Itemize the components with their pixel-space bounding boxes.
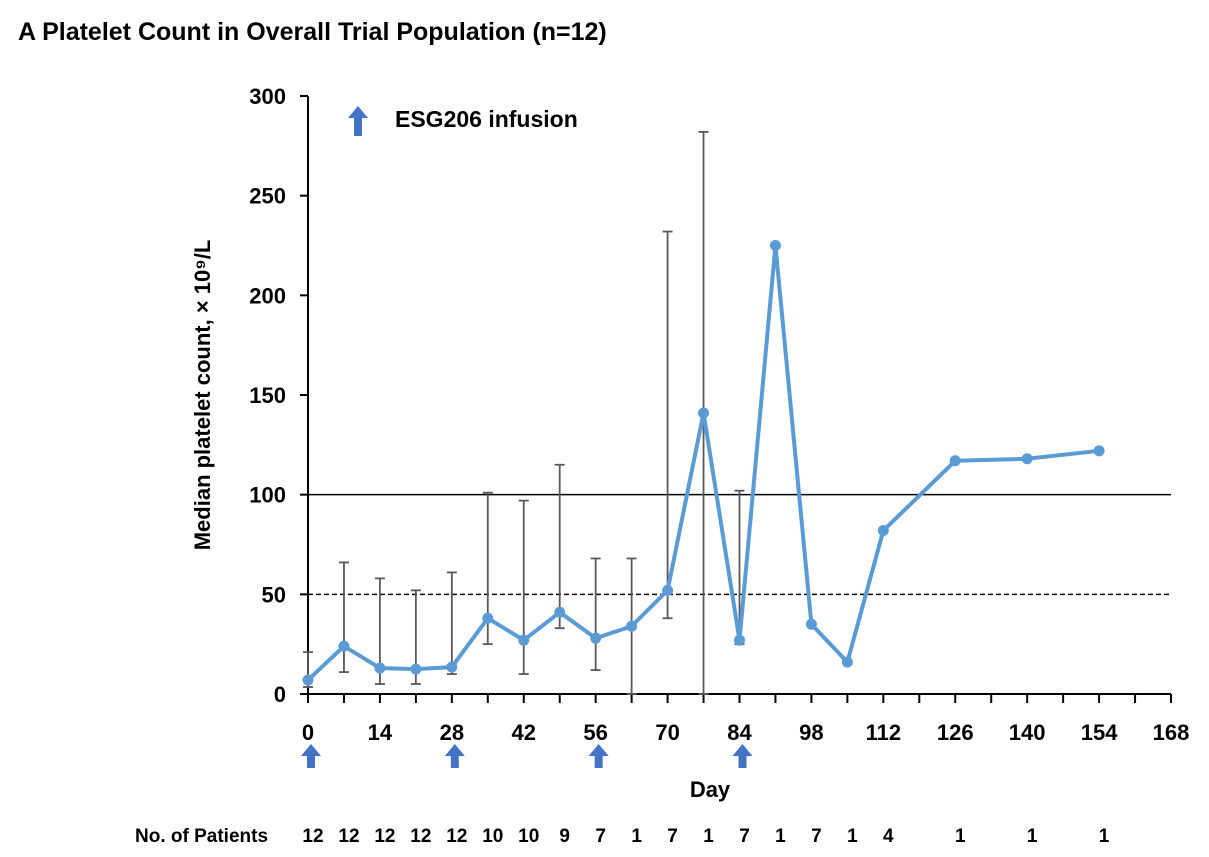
x-tick-label: 0	[302, 720, 314, 745]
y-tick-label: 50	[262, 582, 286, 607]
patient-count: 12	[338, 826, 359, 847]
patient-count: 9	[559, 826, 570, 847]
y-tick-label: 300	[249, 84, 286, 109]
patient-count: 12	[302, 826, 323, 847]
patient-count: 7	[739, 826, 750, 847]
data-point	[1093, 445, 1105, 457]
series-line	[306, 243, 1100, 682]
data-point	[302, 674, 314, 686]
data-point	[841, 656, 853, 668]
patient-count: 12	[446, 826, 467, 847]
patient-count: 1	[847, 826, 858, 847]
y-tick-label: 150	[249, 383, 286, 408]
patient-count: 12	[374, 826, 395, 847]
data-point	[482, 612, 494, 624]
patient-count: 1	[955, 826, 966, 847]
legend: ESG206 infusion	[348, 106, 578, 136]
x-tick-label: 42	[512, 720, 536, 745]
data-point	[338, 640, 350, 652]
patient-count: 1	[775, 826, 786, 847]
up-arrow-icon	[588, 744, 609, 768]
x-tick-label: 154	[1081, 720, 1118, 745]
patient-count: 10	[482, 826, 503, 847]
patient-count: 4	[883, 826, 894, 847]
data-point	[518, 634, 530, 646]
y-tick-label: 200	[249, 283, 286, 308]
x-tick-label: 70	[655, 720, 679, 745]
patient-count: 10	[518, 826, 539, 847]
y-tick-label: 100	[249, 483, 286, 508]
data-point	[877, 525, 889, 537]
patient-count: 1	[703, 826, 714, 847]
data-point	[1021, 453, 1033, 465]
data-point	[949, 455, 961, 467]
up-arrow-icon	[732, 744, 753, 768]
patient-count: 7	[811, 826, 822, 847]
patient-count: 1	[1099, 826, 1110, 847]
data-point	[374, 662, 386, 674]
y-tick-label: 250	[249, 184, 286, 209]
data-point	[769, 240, 781, 251]
y-axis-label: Median platelet count, × 10⁹/L	[190, 240, 215, 551]
data-point	[410, 663, 422, 675]
data-point	[698, 407, 710, 419]
x-tick-label: 140	[1009, 720, 1046, 745]
y-tick-label: 0	[274, 682, 286, 707]
data-point	[805, 618, 817, 630]
data-point	[590, 632, 602, 644]
patient-count: 12	[410, 826, 431, 847]
x-tick-label: 126	[937, 720, 974, 745]
patient-count: 1	[631, 826, 642, 847]
data-point	[662, 584, 674, 596]
x-tick-label: 98	[799, 720, 823, 745]
patients-label: No. of Patients	[135, 826, 268, 847]
data-point	[554, 606, 566, 618]
patient-count: 7	[667, 826, 678, 847]
data-point	[734, 634, 745, 646]
x-tick-label: 28	[440, 720, 464, 745]
x-tick-label: 84	[727, 720, 752, 745]
data-point	[626, 620, 638, 632]
up-arrow-icon	[301, 744, 321, 768]
x-tick-label: 168	[1153, 720, 1190, 745]
patient-count: 1	[1027, 826, 1038, 847]
chart-title: A Platelet Count in Overall Trial Popula…	[18, 18, 607, 46]
x-tick-label: 14	[368, 720, 393, 745]
legend-label: ESG206 infusion	[395, 106, 578, 132]
up-arrow-icon	[444, 744, 465, 768]
x-axis-label: Day	[690, 777, 731, 802]
data-point	[446, 661, 458, 673]
x-tick-label: 112	[866, 720, 902, 745]
patient-count: 7	[595, 826, 606, 847]
x-tick-label: 56	[583, 720, 607, 745]
up-arrow-icon	[348, 106, 368, 136]
